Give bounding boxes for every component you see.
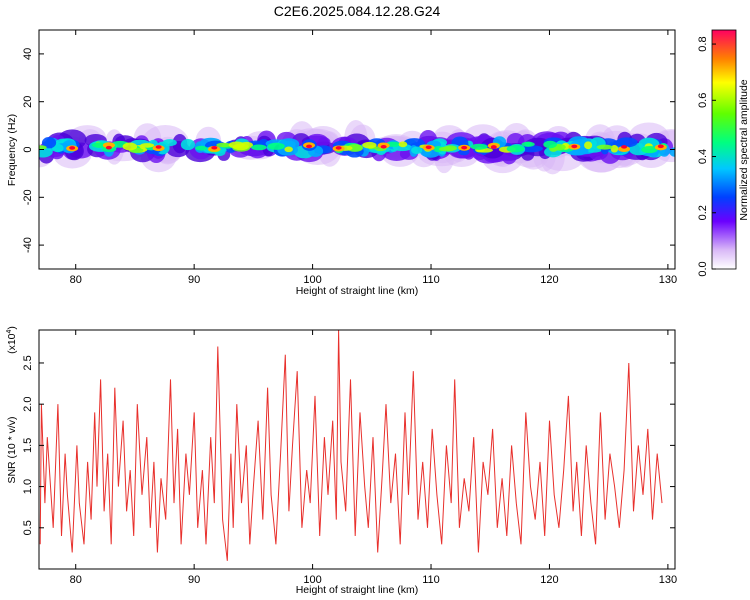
band-streak [39, 145, 47, 150]
band-streak [506, 145, 525, 153]
band-peak [155, 145, 162, 149]
snr-y-tick-label: 1.0 [22, 479, 34, 494]
snr-y-tick-label: 0.5 [22, 520, 34, 535]
snr-y-tick-label: 2.5 [22, 355, 34, 370]
snr-x-label: Height of straight line (km) [296, 584, 419, 596]
band-peak [490, 145, 497, 149]
band-streak [439, 146, 455, 152]
snr-x-tick-label: 110 [422, 574, 440, 586]
band-core [180, 138, 196, 151]
snr-y-ticks: 0.5 1.0 1.5 2.0 2.5 [22, 355, 675, 535]
snr-y-tick-label: 1.5 [22, 438, 34, 453]
spectrogram-x-tick-label: 90 [188, 274, 200, 286]
band-streak [346, 144, 364, 152]
band-peak [105, 145, 112, 150]
spectrogram-y-tick-label: 20 [22, 96, 34, 108]
band-streak [140, 143, 155, 148]
band-streak [362, 141, 377, 149]
band-streak [521, 141, 535, 147]
snr-x-ticks: 80 90 100 110 120 130 [70, 330, 677, 586]
snr-plot-area [39, 330, 675, 569]
snr-x-tick-label: 100 [303, 574, 321, 586]
band-peak [306, 144, 313, 149]
band-core [411, 146, 423, 154]
band-streak [216, 142, 232, 148]
snr-panel: 80 90 100 110 120 130 0.5 1.0 1.5 2.0 2.5 Height … [6, 326, 677, 596]
figure-title: C2E6.2025.084.12.28.G24 [274, 3, 441, 19]
spectrogram-x-tick-label: 80 [70, 274, 82, 286]
band-core [41, 137, 57, 149]
spectrogram-x-ticks: 80 90 100 110 120 130 [70, 30, 677, 286]
spectrogram-y-tick-label: -20 [22, 189, 34, 205]
band-streak [470, 143, 488, 150]
colorbar-tick-label: 0.8 [697, 36, 709, 51]
spectrogram-y-tick-label: 40 [22, 48, 34, 60]
band-core [519, 145, 543, 153]
band-streak [122, 142, 138, 151]
band-peak [621, 145, 628, 149]
band-peak [657, 144, 664, 149]
snr-series-line [39, 330, 663, 561]
colorbar-tick-label: 0.4 [697, 149, 709, 164]
band-streak [596, 144, 613, 150]
colorbar-label: Normalized spectral amplitude [738, 79, 750, 220]
colorbar-tick-label: 0.0 [697, 261, 709, 276]
spectrogram-x-label: Height of straight line (km) [296, 285, 419, 297]
snr-y-multiplier: (x104) [6, 326, 18, 354]
spectrogram-x-tick-label: 120 [540, 274, 558, 286]
colorbar-gradient [711, 29, 737, 270]
snr-x-tick-label: 120 [540, 574, 558, 586]
band-peak [380, 144, 387, 149]
band-peak-glow [102, 142, 115, 149]
snr-x-tick-label: 90 [188, 574, 200, 586]
band-peak [571, 144, 578, 149]
band-streak [251, 144, 267, 151]
band-peak [211, 145, 218, 150]
band-peak [425, 145, 432, 150]
spectrogram-x-tick-label: 110 [422, 274, 440, 286]
band-streak [284, 146, 293, 153]
spectrogram-x-tick-label: 100 [303, 274, 321, 286]
spectrogram-y-ticks: 40 20 0 -20 -40 [22, 48, 675, 253]
band-streak [228, 141, 245, 149]
band-streak [584, 141, 593, 150]
band-streak [398, 141, 408, 148]
band-streak [267, 142, 285, 150]
band-streak [543, 140, 557, 149]
snr-x-tick-label: 130 [659, 574, 677, 586]
snr-frame [38, 329, 676, 570]
band-peak [335, 146, 342, 150]
spectrogram-panel: 80 90 100 110 120 130 40 20 0 -20 -40 Height of s… [6, 29, 677, 297]
snr-y-label: SNR (10 * v/v) [6, 416, 18, 483]
colorbar: 0.0 0.2 0.4 0.6 0.8 Normalized spectral ampl… [697, 29, 750, 277]
band-streak [195, 145, 208, 151]
band-peak [69, 146, 76, 150]
colorbar-tick-label: 0.2 [697, 205, 709, 220]
band-peak-glow [618, 145, 631, 152]
spectrogram-band [39, 120, 675, 175]
snr-y-tick-label: 2.0 [22, 397, 34, 412]
spectrogram-y-label: Frequency (Hz) [6, 114, 18, 186]
snr-x-tick-label: 80 [70, 574, 82, 586]
band-peak [461, 145, 468, 150]
spectrogram-x-tick-label: 130 [659, 274, 677, 286]
colorbar-ticks: 0.0 0.2 0.4 0.6 0.8 [697, 36, 716, 277]
band-streak [641, 146, 658, 154]
spectrogram-y-tick-label: 0 [22, 146, 34, 152]
colorbar-tick-label: 0.6 [697, 93, 709, 108]
band-core [612, 140, 626, 147]
spectrogram-y-tick-label: -40 [22, 237, 34, 253]
